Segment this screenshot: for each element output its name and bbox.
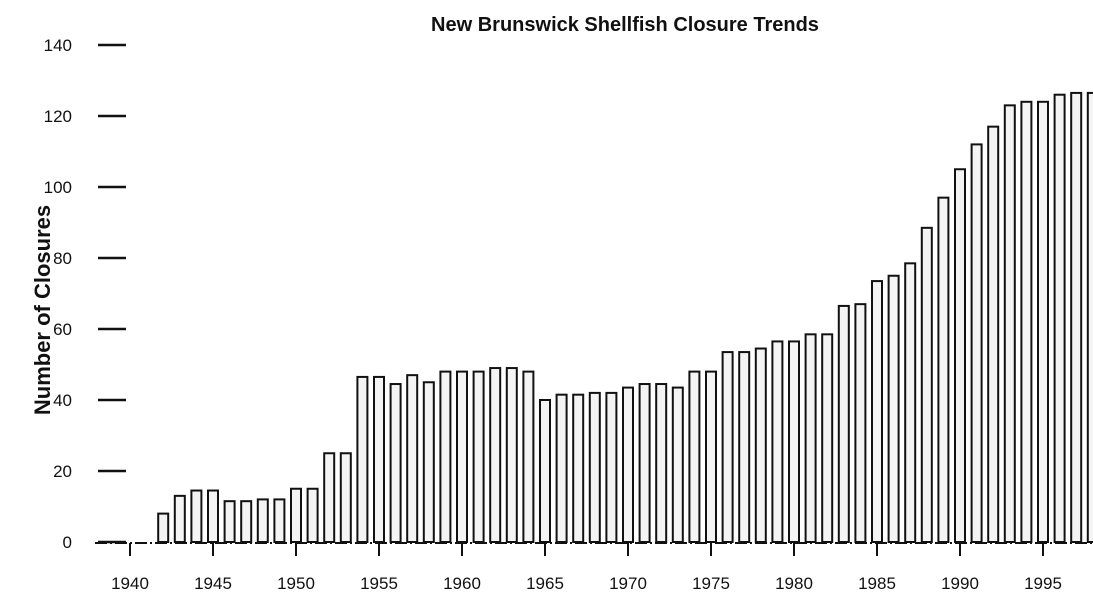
bar-1996: [1053, 93, 1066, 543]
x-tick-label: 1980: [775, 574, 813, 592]
bar-1964: [522, 370, 535, 543]
bar-1953: [339, 452, 352, 543]
bar-1958: [422, 381, 435, 543]
bar-1980: [788, 340, 800, 543]
bar-1989: [937, 196, 950, 543]
x-tick-label: 1990: [941, 574, 979, 592]
x-tick-label: 1965: [526, 574, 564, 592]
y-tick-label: 20: [53, 462, 72, 481]
bar-1946: [223, 500, 236, 543]
bar-1949: [273, 498, 286, 543]
bar-1954: [356, 375, 369, 543]
bar-1997: [1070, 91, 1083, 544]
bar-1977: [738, 351, 751, 544]
bar-1959: [439, 370, 452, 543]
bar-1967: [572, 393, 585, 543]
chart-title: New Brunswick Shellfish Closure Trends: [431, 14, 819, 36]
bar-1947: [240, 500, 253, 543]
bar-1970: [622, 386, 634, 544]
bar-1998: [1086, 91, 1093, 544]
bar-1963: [505, 367, 518, 543]
bar-1990: [954, 168, 966, 543]
x-tick-label: 1945: [194, 574, 232, 592]
bar-1979: [771, 340, 784, 543]
bar-1942: [157, 512, 170, 543]
bar-1978: [754, 347, 767, 543]
bar-1987: [904, 262, 917, 543]
x-tick-label: 1975: [692, 574, 730, 592]
y-tick-label: 0: [63, 533, 72, 552]
bar-1969: [605, 391, 618, 543]
y-tick-label: 120: [44, 107, 72, 126]
bar-1956: [389, 383, 402, 543]
bar-1982: [821, 333, 834, 544]
bar-1961: [472, 370, 485, 543]
x-axis: 1940 1945 1950 1955 1960 1965 1970 1975 1980 1985…: [95, 542, 1093, 592]
y-tick-label: 80: [53, 249, 72, 268]
bar-1960: [456, 370, 468, 543]
bar-1986: [887, 274, 900, 543]
bar-1943: [173, 494, 186, 544]
y-tick-label: 100: [44, 178, 72, 197]
bar-1971: [638, 383, 651, 543]
bar-1962: [489, 367, 502, 543]
bar-1972: [655, 383, 668, 543]
x-tick-label: 1960: [443, 574, 481, 592]
x-tick-label: 1955: [360, 574, 398, 592]
y-axis: 0 20 40 60 80 100 120 140: [44, 36, 126, 552]
bar-1948: [256, 498, 269, 543]
x-tick-label: 1985: [858, 574, 896, 592]
bar-1995: [1037, 100, 1049, 544]
bar-1985: [871, 280, 883, 543]
y-tick-label: 60: [53, 320, 72, 339]
bar-1950: [290, 487, 302, 543]
x-tick-label: 1995: [1024, 574, 1062, 592]
x-tick-label: 1970: [609, 574, 647, 592]
bar-1981: [804, 333, 817, 544]
bar-1975: [705, 370, 717, 543]
bar-1992: [987, 125, 1000, 544]
bar-1952: [323, 452, 336, 543]
bar-1957: [406, 374, 419, 543]
x-tick-label: 1950: [277, 574, 315, 592]
bar-1994: [1020, 100, 1033, 544]
bar-1976: [721, 351, 734, 544]
bar-1993: [1003, 104, 1016, 543]
bar-1965: [539, 399, 551, 543]
bar-1984: [854, 303, 867, 543]
y-tick-label: 40: [53, 391, 72, 410]
bar-1988: [920, 226, 933, 543]
bars: [157, 91, 1093, 544]
bar-1944: [190, 489, 203, 543]
bar-1966: [555, 393, 568, 543]
bar-1973: [671, 386, 684, 544]
bar-1991: [970, 143, 983, 543]
y-tick-label: 140: [44, 36, 72, 55]
bar-1983: [837, 304, 850, 543]
y-axis-label: Number of Closures: [30, 205, 55, 415]
bar-1968: [588, 391, 601, 543]
x-tick-label: 1940: [111, 574, 149, 592]
bar-1974: [688, 370, 701, 543]
bar-1945: [207, 489, 219, 543]
bar-1955: [373, 375, 385, 543]
bar-1951: [306, 487, 319, 543]
